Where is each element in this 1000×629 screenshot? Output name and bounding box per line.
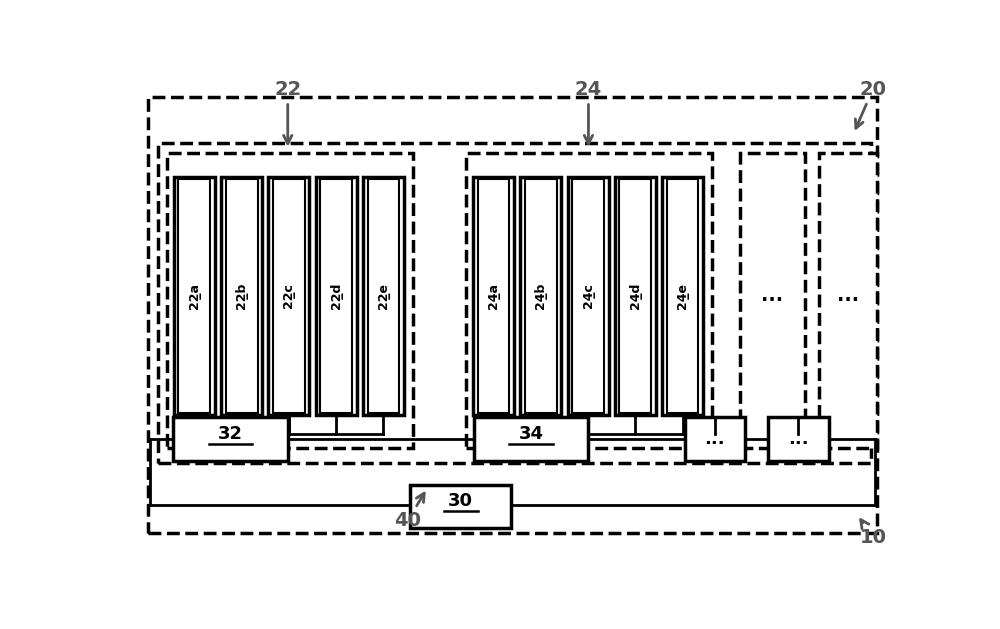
Bar	[478, 179, 509, 413]
Bar	[226, 179, 258, 413]
Text: 24̲d: 24̲d	[629, 282, 642, 309]
Bar	[410, 485, 511, 528]
Bar	[615, 177, 656, 415]
Bar	[273, 179, 305, 413]
Text: 22̲b: 22̲b	[235, 282, 248, 309]
Text: ...: ...	[761, 286, 784, 305]
Text: ...: ...	[704, 430, 725, 448]
Bar	[268, 177, 309, 415]
Bar	[167, 153, 413, 448]
Bar	[662, 177, 703, 415]
Bar	[368, 179, 399, 413]
Text: 22̲d: 22̲d	[330, 282, 343, 309]
Bar	[158, 143, 871, 463]
Bar	[685, 417, 745, 460]
Text: 22: 22	[274, 80, 301, 143]
Bar	[316, 177, 357, 415]
Text: 34: 34	[519, 425, 544, 443]
Bar	[466, 153, 712, 448]
Text: ...: ...	[837, 286, 859, 305]
Text: 22̲c: 22̲c	[282, 284, 295, 308]
Text: ...: ...	[788, 430, 809, 448]
Text: 30: 30	[448, 492, 473, 509]
Bar	[174, 177, 215, 415]
Text: 10: 10	[859, 520, 886, 547]
Bar	[525, 179, 557, 413]
Text: 24̲c: 24̲c	[582, 284, 595, 308]
Bar	[320, 179, 352, 413]
Text: 22̲e: 22̲e	[377, 283, 390, 309]
Text: 24̲b: 24̲b	[534, 282, 547, 309]
Bar	[221, 177, 262, 415]
Bar	[173, 417, 288, 460]
Text: 32: 32	[218, 425, 243, 443]
Bar	[568, 177, 609, 415]
Bar	[363, 177, 404, 415]
Bar	[474, 417, 588, 460]
Text: 40: 40	[394, 493, 424, 530]
Bar	[520, 177, 561, 415]
Text: 22̲a: 22̲a	[188, 283, 201, 309]
Text: 24̲e: 24̲e	[676, 283, 689, 309]
Text: 20: 20	[855, 80, 886, 128]
Bar	[819, 153, 877, 448]
Bar	[740, 153, 805, 448]
Bar	[667, 179, 698, 413]
Bar	[619, 179, 651, 413]
Bar	[768, 417, 829, 460]
Bar	[473, 177, 514, 415]
Bar	[178, 179, 210, 413]
Text: 24̲a: 24̲a	[487, 283, 500, 309]
Text: 24: 24	[575, 80, 602, 143]
Bar	[572, 179, 604, 413]
